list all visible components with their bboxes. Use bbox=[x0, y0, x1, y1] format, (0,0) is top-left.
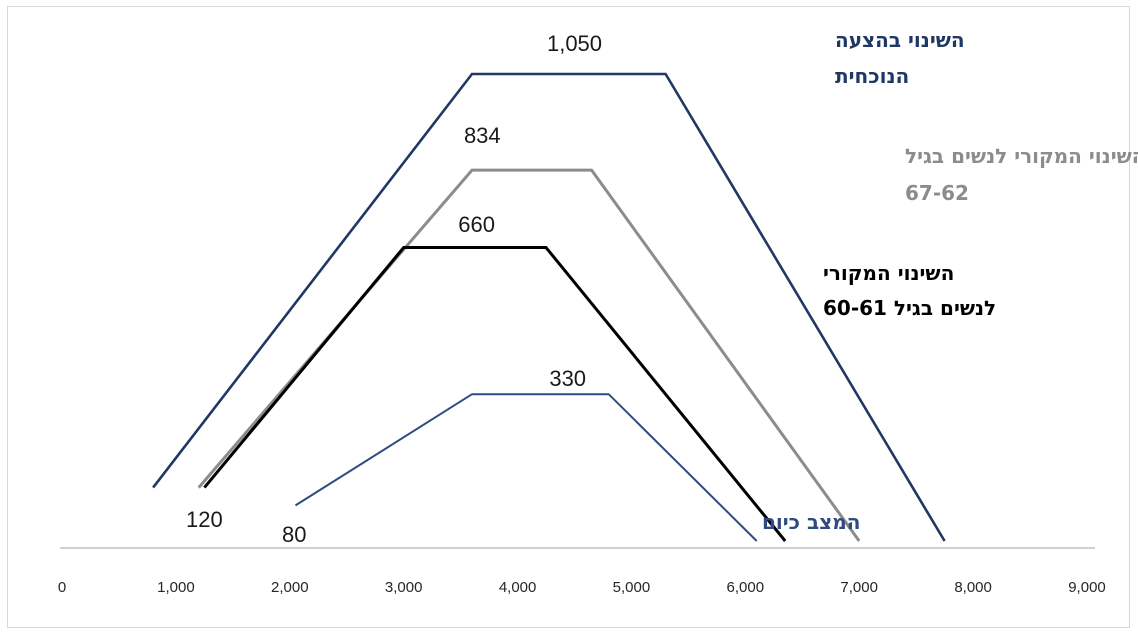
x-tick-label: 6,000 bbox=[727, 579, 765, 596]
series-label: המצב כיום bbox=[762, 510, 860, 534]
chart-frame bbox=[7, 6, 1130, 628]
x-tick-label: 7,000 bbox=[840, 579, 878, 596]
x-tick-labels: 0 1,000 2,000 3,000 4,000 5,000 6,000 7,000 8,00… bbox=[58, 579, 1106, 596]
series-line bbox=[152, 72, 946, 542]
x-tick-label: 1,000 bbox=[157, 579, 195, 596]
x-tick-label: 0 bbox=[58, 579, 66, 596]
data-label: 80 bbox=[282, 522, 306, 547]
value-labels: 1,050 834 660 330 120 80 bbox=[186, 31, 602, 547]
series-label: הנוכחית bbox=[835, 64, 909, 88]
data-label: 1,050 bbox=[547, 31, 602, 56]
x-tick-label: 4,000 bbox=[499, 579, 537, 596]
series-lines bbox=[152, 72, 946, 542]
series-label: השינוי המקורי bbox=[823, 261, 954, 285]
x-tick-label: 3,000 bbox=[385, 579, 423, 596]
data-label: 660 bbox=[458, 212, 495, 237]
series-line bbox=[294, 393, 758, 542]
series-line bbox=[197, 168, 861, 542]
x-tick-label: 2,000 bbox=[271, 579, 309, 596]
x-tick-label: 8,000 bbox=[954, 579, 992, 596]
series-labels: השינוי בהצעה הנוכחית השינוי המקורי לנשים ב… bbox=[762, 28, 1138, 534]
data-label: 330 bbox=[549, 366, 586, 391]
series-label: השינוי בהצעה bbox=[835, 28, 965, 52]
series-label: 67-62 bbox=[905, 181, 969, 205]
data-label: 834 bbox=[464, 123, 501, 148]
x-tick-label: 5,000 bbox=[613, 579, 651, 596]
series-label: לנשים בגיל 60-61 bbox=[823, 296, 996, 320]
x-tick-label: 9,000 bbox=[1068, 579, 1106, 596]
series-line bbox=[203, 246, 787, 542]
data-label: 120 bbox=[186, 507, 223, 532]
series-label: השינוי המקורי לנשים בגיל bbox=[905, 144, 1138, 168]
